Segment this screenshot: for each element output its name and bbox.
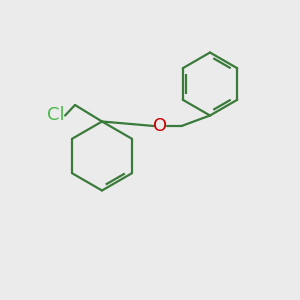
Text: Cl: Cl <box>47 106 64 124</box>
Text: O: O <box>153 117 168 135</box>
